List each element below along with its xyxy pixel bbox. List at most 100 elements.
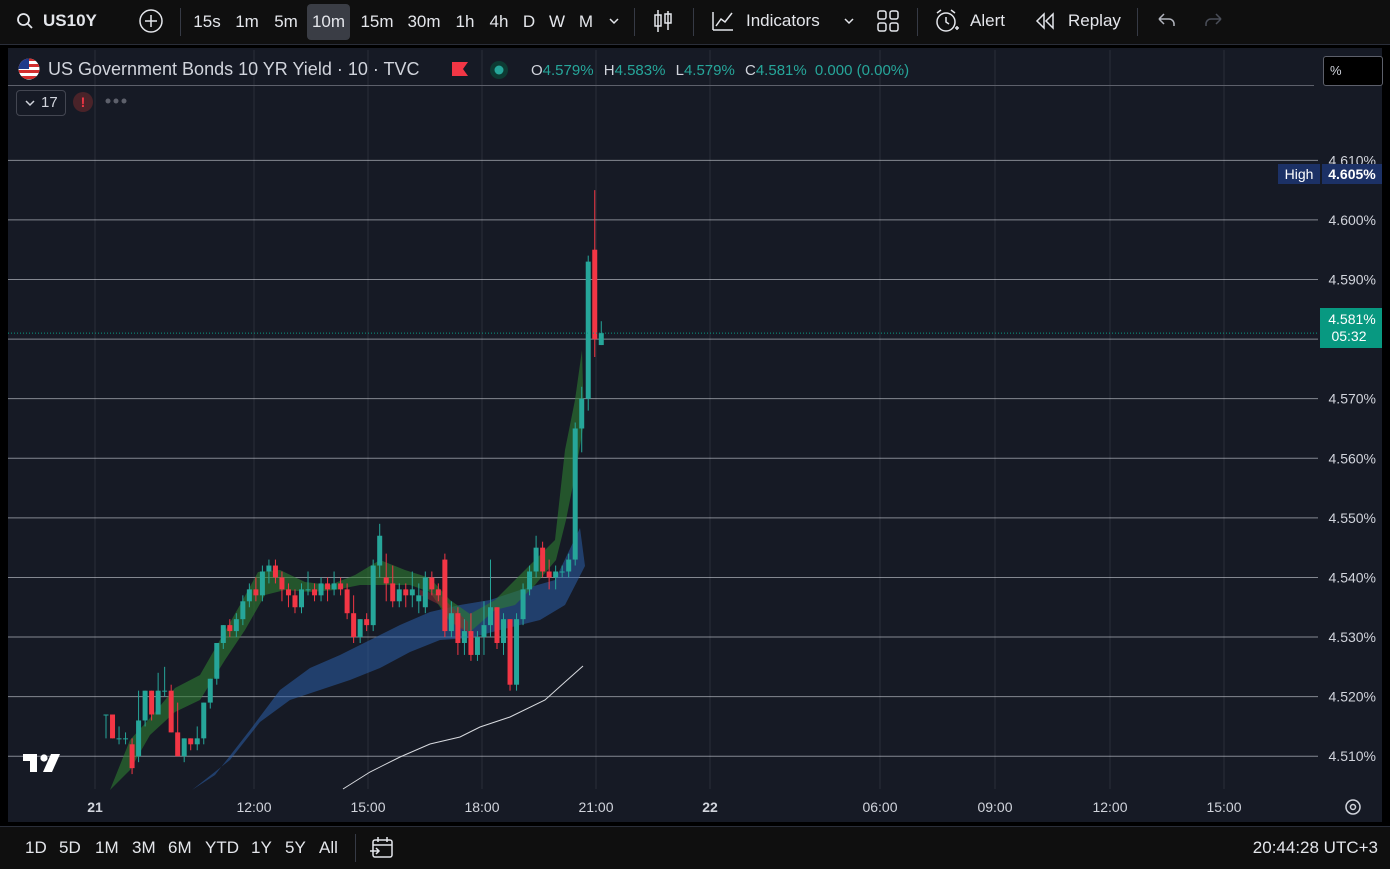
timeframe-dropdown[interactable] xyxy=(604,0,624,42)
range-3M[interactable]: 3M xyxy=(132,838,156,857)
candle-body xyxy=(279,577,285,590)
candle-body xyxy=(123,738,129,740)
symbol-name: US10Y xyxy=(43,11,97,30)
candle-body xyxy=(220,625,226,644)
indicators-collapse-button[interactable]: 17 xyxy=(16,90,66,116)
scale-unit-selector[interactable]: % xyxy=(1323,56,1383,86)
candle-body xyxy=(390,583,396,602)
candle-body xyxy=(246,589,252,602)
timeframe-15s[interactable]: 15s xyxy=(193,12,221,31)
close-key: C xyxy=(745,62,756,79)
scale-unit-label: % xyxy=(1330,63,1342,78)
go-to-date-icon[interactable] xyxy=(369,835,395,861)
range-6M[interactable]: 6M xyxy=(168,838,192,857)
candle-body xyxy=(168,690,174,733)
range-5Y[interactable]: 5Y xyxy=(285,838,306,857)
candle-body xyxy=(598,333,604,346)
layouts-button[interactable] xyxy=(876,0,900,42)
candle-body xyxy=(383,577,389,584)
symbol-search-button[interactable]: US10Y xyxy=(16,0,128,42)
candle-body xyxy=(501,619,507,644)
y-tick-label: 4.510% xyxy=(1329,748,1376,764)
candle-body xyxy=(272,565,278,578)
candle-body xyxy=(103,714,109,716)
candle-body xyxy=(448,613,454,632)
range-YTD[interactable]: YTD xyxy=(205,838,239,857)
candle-body xyxy=(194,738,200,745)
candle-body xyxy=(259,571,265,596)
range-All[interactable]: All xyxy=(319,838,338,857)
alarm-clock-icon xyxy=(936,9,959,32)
warning-icon[interactable]: ! xyxy=(72,91,94,113)
flag-marker-icon[interactable] xyxy=(451,61,469,77)
x-tick-label: 12:00 xyxy=(236,799,271,815)
chart-pane[interactable]: 4.510% 4.520% 4.530% 4.540% 4.550% 4.560% 4.57… xyxy=(8,48,1383,822)
more-dots-icon[interactable] xyxy=(104,96,130,106)
market-status-icon[interactable] xyxy=(489,60,509,80)
compare-symbol-button[interactable] xyxy=(138,0,164,42)
candle-body xyxy=(474,637,480,655)
axis-settings-gear-icon[interactable] xyxy=(1345,799,1361,815)
candle-body xyxy=(305,589,311,591)
high-value: 4.583% xyxy=(614,62,666,79)
redo-button[interactable] xyxy=(1203,0,1225,42)
indicators-dropdown[interactable] xyxy=(842,0,858,42)
clock-timezone[interactable]: 20:44:28 UTC+3 xyxy=(1252,838,1378,857)
timeframe-D[interactable]: D xyxy=(522,12,536,31)
candle-body xyxy=(149,690,155,715)
candle-body xyxy=(129,744,135,769)
timeframe-15m[interactable]: 15m xyxy=(360,12,394,31)
range-1D[interactable]: 1D xyxy=(25,838,47,857)
range-1Y[interactable]: 1Y xyxy=(251,838,272,857)
x-tick-label: 21:00 xyxy=(578,799,613,815)
replay-button[interactable]: Replay xyxy=(1034,0,1124,42)
timeframe-W[interactable]: W xyxy=(548,12,566,31)
timeframe-10m[interactable]: 10m xyxy=(307,4,350,40)
x-tick-label: 06:00 xyxy=(862,799,897,815)
indicator-count: 17 xyxy=(41,94,58,111)
x-tick-label: 09:00 xyxy=(977,799,1012,815)
symbol-title[interactable]: US Government Bonds 10 YR Yield · 10 · T… xyxy=(48,59,420,79)
timeframe-M[interactable]: M xyxy=(578,12,594,31)
candle-body xyxy=(266,565,272,572)
x-tick-label: 22 xyxy=(702,799,718,815)
replay-label: Replay xyxy=(1068,11,1121,30)
grid-layout-icon xyxy=(877,10,899,32)
chevron-down-icon xyxy=(25,100,35,107)
high-value-badge xyxy=(1322,164,1382,184)
candle-body xyxy=(325,583,331,590)
candle-body xyxy=(455,613,461,644)
separator xyxy=(917,8,918,36)
chart-type-button[interactable] xyxy=(650,0,676,42)
candles-icon xyxy=(654,10,672,32)
tradingview-logo[interactable] xyxy=(23,754,60,772)
timeframe-1h[interactable]: 1h xyxy=(455,12,475,31)
alert-button[interactable]: Alert xyxy=(934,0,1014,42)
close-value: 4.581% xyxy=(755,62,807,79)
timeframe-1m[interactable]: 1m xyxy=(235,12,259,31)
candle-body xyxy=(527,571,533,590)
price-chart[interactable]: 4.510% 4.520% 4.530% 4.540% 4.550% 4.560% 4.57… xyxy=(8,48,1382,822)
timeframe-4h[interactable]: 4h xyxy=(489,12,509,31)
y-tick-label: 4.600% xyxy=(1329,212,1376,228)
undo-button[interactable] xyxy=(1155,0,1177,42)
candle-body xyxy=(331,583,337,590)
range-1M[interactable]: 1M xyxy=(95,838,119,857)
y-tick-label: 4.550% xyxy=(1329,510,1376,526)
separator xyxy=(1137,8,1138,36)
high-value-text: 4.605% xyxy=(1328,166,1376,182)
indicators-button[interactable]: Indicators xyxy=(710,0,830,42)
candle-body xyxy=(592,249,598,340)
open-value: 4.579% xyxy=(542,62,594,79)
chevron-down-icon xyxy=(609,18,619,25)
candle-body xyxy=(285,589,291,596)
range-5D[interactable]: 5D xyxy=(59,838,81,857)
candle-body xyxy=(364,619,370,626)
timeframe-5m[interactable]: 5m xyxy=(274,12,298,31)
high-label-text: High xyxy=(1285,166,1314,182)
candle-body xyxy=(559,571,565,573)
top-toolbar: US10Y 15s 1m 5m 10m 15m 30m 1h 4h D W M … xyxy=(0,0,1390,45)
timeframe-30m[interactable]: 30m xyxy=(407,12,441,31)
candle-body xyxy=(351,613,357,638)
last-price-badge xyxy=(1320,308,1382,348)
